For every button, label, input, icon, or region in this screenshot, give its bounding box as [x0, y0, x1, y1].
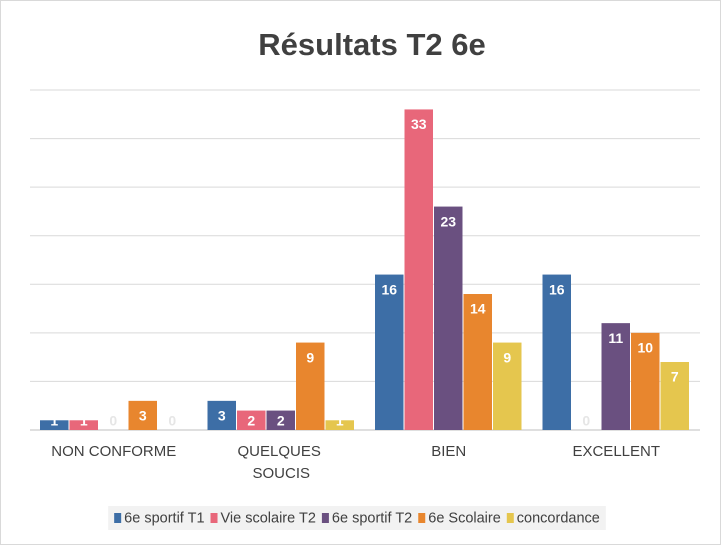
legend-box: [108, 506, 606, 530]
bar: [493, 342, 522, 430]
bar: [601, 323, 630, 430]
legend-label: 6e sportif T1: [124, 510, 204, 526]
chart-title: Résultats T2 6e: [258, 27, 485, 62]
legend-swatch: [114, 513, 122, 523]
bar: [69, 420, 98, 430]
bar: [128, 400, 157, 430]
data-label: 16: [381, 281, 397, 297]
legend-label: 6e Scolaire: [428, 510, 501, 526]
data-label: 3: [218, 408, 226, 424]
data-label: 1: [80, 413, 88, 429]
bar: [375, 274, 404, 430]
legend: 6e sportif T1 Vie scolaire T2 6e sportif T…: [108, 506, 606, 530]
data-label: 16: [549, 281, 565, 297]
bar: [404, 109, 433, 430]
legend-label: concordance: [517, 510, 600, 526]
x-tick-label: NON CONFORME: [51, 443, 176, 460]
bar: [40, 420, 69, 430]
bar: [463, 294, 492, 430]
bar: [660, 362, 689, 430]
x-tick-label: QUELQUES SOUCIS: [237, 443, 325, 482]
bar: [296, 342, 325, 430]
bar: [237, 410, 266, 430]
data-label: 14: [470, 301, 486, 317]
data-label: 2: [277, 413, 285, 429]
data-label: 10: [637, 340, 653, 356]
data-label: 0: [109, 413, 117, 429]
x-tick-label: EXCELLENT: [572, 443, 660, 460]
data-label: 33: [411, 116, 427, 132]
x-tick-label-line: QUELQUES: [237, 443, 325, 460]
legend-swatch: [321, 513, 329, 523]
data-label: 23: [440, 213, 456, 229]
bar: [207, 400, 236, 430]
bar: [266, 410, 295, 430]
bar: [325, 420, 354, 430]
legend-swatch: [210, 513, 218, 523]
data-label: 3: [139, 408, 147, 424]
data-label: 0: [168, 413, 176, 429]
data-label: 2: [247, 413, 255, 429]
bar: [434, 206, 463, 430]
data-label: 9: [503, 349, 511, 365]
data-label: 11: [608, 330, 623, 346]
x-tick-label-line: SOUCIS: [252, 465, 310, 482]
bar: [542, 274, 571, 430]
data-label: 7: [671, 369, 679, 385]
data-label: 0: [582, 413, 590, 429]
legend-label: 6e sportif T2: [332, 510, 412, 526]
data-label: 9: [306, 349, 314, 365]
data-label: 1: [336, 413, 344, 429]
x-tick-label: BIEN: [431, 443, 466, 460]
bar: [631, 332, 660, 430]
legend-swatch: [418, 513, 426, 523]
legend-swatch: [506, 513, 514, 523]
data-label: 1: [50, 413, 58, 429]
legend-label: Vie scolaire T2: [221, 510, 316, 526]
